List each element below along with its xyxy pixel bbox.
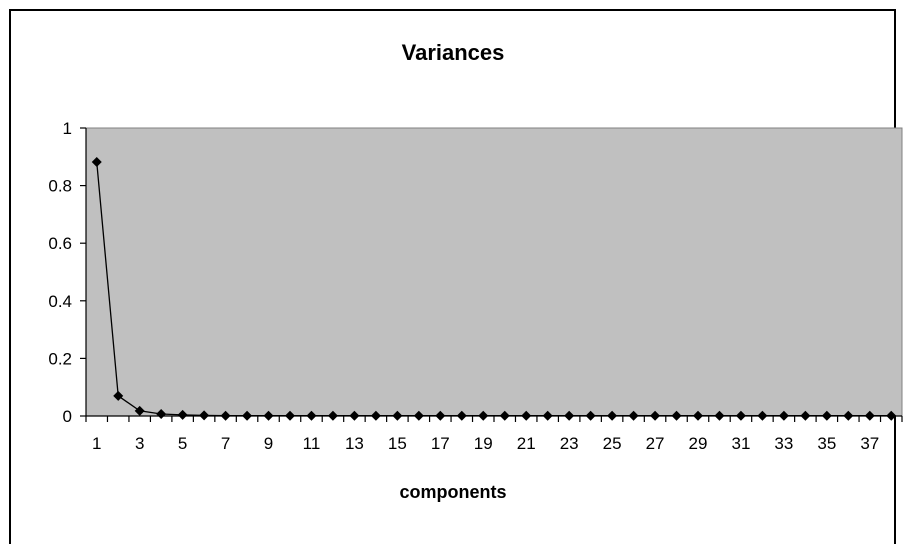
x-tick-label: 23 [560, 434, 579, 453]
y-tick-label: 0.6 [48, 234, 72, 253]
y-tick-label: 0.2 [48, 349, 72, 368]
data-point-marker [220, 410, 231, 421]
data-point-marker [843, 410, 854, 421]
x-tick-label: 11 [303, 434, 321, 453]
x-tick-label: 19 [474, 434, 493, 453]
data-point-marker [134, 405, 145, 416]
data-point-marker [735, 410, 746, 421]
data-point-marker [435, 410, 446, 421]
y-tick-label: 0 [63, 407, 72, 426]
data-point-marker [370, 410, 381, 421]
y-tick-label: 0.8 [48, 177, 72, 196]
data-point-marker [607, 410, 618, 421]
data-point-marker [413, 410, 424, 421]
plot-area [85, 127, 903, 417]
data-point-marker [714, 410, 725, 421]
data-point-marker [757, 410, 768, 421]
y-tick-label: 0.4 [48, 292, 72, 311]
data-point-marker [177, 409, 188, 420]
data-point-marker [693, 410, 703, 421]
x-tick-label: 33 [774, 434, 793, 453]
data-point-marker [327, 410, 338, 421]
x-tick-label: 35 [817, 434, 836, 453]
data-point-marker [864, 410, 875, 421]
x-tick-label: 9 [264, 434, 273, 453]
x-tick-label: 27 [646, 434, 665, 453]
data-point-marker [886, 410, 897, 421]
data-point-marker [821, 410, 832, 421]
data-point-marker [521, 410, 532, 421]
data-point-marker [628, 410, 639, 421]
x-tick-label: 15 [388, 434, 407, 453]
data-point-marker [564, 410, 575, 421]
data-point-marker [650, 410, 661, 421]
data-point-marker [199, 410, 210, 421]
data-point-marker [113, 390, 124, 401]
y-axis: 0 0.2 0.4 0.6 0.8 1 [48, 119, 87, 426]
x-tick-label: 17 [431, 434, 450, 453]
data-point-marker [156, 408, 167, 419]
chart-title: Variances [401, 40, 505, 65]
data-point-marker [499, 410, 510, 421]
data-point-marker [478, 410, 489, 421]
x-tick-label: 5 [178, 434, 187, 453]
x-tick-label: 13 [345, 434, 364, 453]
y-tick-label: 1 [63, 119, 72, 138]
series-line [91, 156, 897, 421]
data-point-marker [671, 410, 682, 421]
data-point-marker [392, 410, 403, 421]
x-tick-label: 31 [731, 434, 750, 453]
x-axis-label: components [399, 482, 507, 502]
data-point-marker [242, 410, 253, 421]
x-tick-label: 7 [221, 434, 230, 453]
data-point-marker [800, 410, 811, 421]
data-point-marker [585, 410, 596, 421]
x-tick-label: 1 [92, 434, 101, 453]
data-point-marker [306, 410, 317, 421]
data-point-marker [263, 410, 274, 421]
data-point-marker [91, 156, 102, 167]
data-point-marker [542, 410, 553, 421]
data-point-marker [456, 410, 467, 421]
x-axis: 1 3 5 7 9 11 13 15 17 19 21 23 25 27 29 31 33 35 37 [85, 415, 903, 453]
x-tick-label: 3 [135, 434, 144, 453]
data-point-marker [349, 410, 360, 421]
data-point-marker [285, 410, 295, 421]
x-tick-label: 25 [603, 434, 622, 453]
x-tick-label: 29 [689, 434, 708, 453]
data-point-marker [778, 410, 789, 421]
x-tick-label: 37 [860, 434, 879, 453]
x-tick-label: 21 [517, 434, 536, 453]
